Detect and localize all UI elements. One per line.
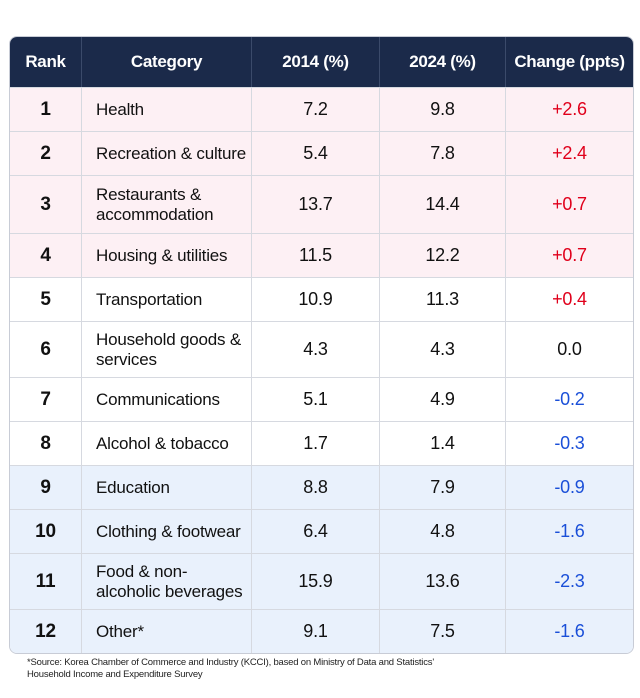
table-row: 3 Restaurants & accommodation 13.7 14.4 +0.7 [10,175,633,233]
change-cell: -2.3 [506,553,633,609]
footnote-line-2: Household Income and Expenditure Survey [27,669,203,680]
category-cell: Health [82,87,252,131]
category-cell: Education [82,465,252,509]
rank-cell: 3 [10,175,82,233]
table-row: 6 Household goods & services 4.3 4.3 0.0 [10,321,633,377]
value-2014-cell: 15.9 [252,553,380,609]
table-row: 2 Recreation & culture 5.4 7.8 +2.4 [10,131,633,175]
category-cell: Household goods & services [82,321,252,377]
column-header-change: Change (ppts) [506,37,633,87]
rank-cell: 4 [10,233,82,277]
table-row: 7 Communications 5.1 4.9 -0.2 [10,377,633,421]
category-cell: Transportation [82,277,252,321]
rank-cell: 12 [10,609,82,653]
value-2024-cell: 4.9 [380,377,506,421]
table-row: 11 Food & non-alcoholic beverages 15.9 13.6… [10,553,633,609]
change-cell: +2.6 [506,87,633,131]
change-cell: -0.9 [506,465,633,509]
change-cell: +0.7 [506,233,633,277]
table-row: 12 Other* 9.1 7.5 -1.6 [10,609,633,653]
change-cell: -0.3 [506,421,633,465]
change-cell: +0.7 [506,175,633,233]
category-cell: Restaurants & accommodation [82,175,252,233]
category-cell: Food & non-alcoholic beverages [82,553,252,609]
category-cell: Alcohol & tobacco [82,421,252,465]
value-2024-cell: 7.8 [380,131,506,175]
category-cell: Recreation & culture [82,131,252,175]
spending-table: Rank Category 2014 (%) 2024 (%) Change (… [9,36,634,654]
rank-cell: 5 [10,277,82,321]
value-2014-cell: 4.3 [252,321,380,377]
value-2024-cell: 9.8 [380,87,506,131]
column-header-category: Category [82,37,252,87]
category-cell: Clothing & footwear [82,509,252,553]
change-cell: -0.2 [506,377,633,421]
source-footnote: *Source: Korea Chamber of Commerce and I… [27,657,587,681]
value-2014-cell: 9.1 [252,609,380,653]
value-2024-cell: 7.5 [380,609,506,653]
value-2014-cell: 6.4 [252,509,380,553]
rank-cell: 11 [10,553,82,609]
rank-cell: 9 [10,465,82,509]
column-header-2014: 2014 (%) [252,37,380,87]
footnote-line-1: *Source: Korea Chamber of Commerce and I… [27,657,434,668]
rank-cell: 10 [10,509,82,553]
rank-cell: 2 [10,131,82,175]
change-cell: +2.4 [506,131,633,175]
table-body: 1 Health 7.2 9.8 +2.6 2 Recreation & culture 5.… [10,87,633,653]
value-2014-cell: 13.7 [252,175,380,233]
category-cell: Communications [82,377,252,421]
change-cell: +0.4 [506,277,633,321]
change-cell: -1.6 [506,509,633,553]
rank-cell: 7 [10,377,82,421]
column-header-rank: Rank [10,37,82,87]
value-2014-cell: 11.5 [252,233,380,277]
rank-cell: 1 [10,87,82,131]
table-wrapper: Rank Category 2014 (%) 2024 (%) Change (… [9,36,634,654]
change-cell: 0.0 [506,321,633,377]
value-2014-cell: 1.7 [252,421,380,465]
value-2014-cell: 5.1 [252,377,380,421]
table-header-row: Rank Category 2014 (%) 2024 (%) Change (… [10,37,633,87]
table-row: 9 Education 8.8 7.9 -0.9 [10,465,633,509]
value-2024-cell: 4.3 [380,321,506,377]
table-row: 1 Health 7.2 9.8 +2.6 [10,87,633,131]
value-2024-cell: 11.3 [380,277,506,321]
value-2014-cell: 8.8 [252,465,380,509]
value-2024-cell: 4.8 [380,509,506,553]
value-2024-cell: 1.4 [380,421,506,465]
table-row: 8 Alcohol & tobacco 1.7 1.4 -0.3 [10,421,633,465]
value-2014-cell: 10.9 [252,277,380,321]
table-row: 10 Clothing & footwear 6.4 4.8 -1.6 [10,509,633,553]
value-2014-cell: 5.4 [252,131,380,175]
value-2024-cell: 7.9 [380,465,506,509]
category-cell: Other* [82,609,252,653]
table-row: 4 Housing & utilities 11.5 12.2 +0.7 [10,233,633,277]
rank-cell: 6 [10,321,82,377]
value-2024-cell: 14.4 [380,175,506,233]
table-row: 5 Transportation 10.9 11.3 +0.4 [10,277,633,321]
value-2014-cell: 7.2 [252,87,380,131]
column-header-2024: 2024 (%) [380,37,506,87]
value-2024-cell: 13.6 [380,553,506,609]
change-cell: -1.6 [506,609,633,653]
rank-cell: 8 [10,421,82,465]
value-2024-cell: 12.2 [380,233,506,277]
category-cell: Housing & utilities [82,233,252,277]
